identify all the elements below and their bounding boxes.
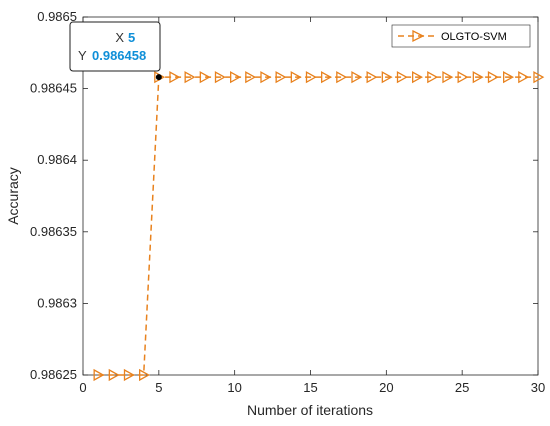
data-point-triangle-icon [518, 71, 530, 84]
data-point-triangle-icon [321, 71, 333, 84]
y-axis: 0.98625 0.9863 0.98635 0.9864 0.98645 0.9865 [30, 9, 538, 382]
data-point-triangle-icon [472, 71, 484, 84]
data-point-triangle-icon [108, 368, 120, 382]
series-line-olgto-svm [98, 76, 538, 376]
data-point-triangle-icon [275, 71, 287, 84]
data-point-triangle-icon [381, 71, 393, 84]
data-point-triangle-icon [93, 368, 105, 382]
data-point-triangle-icon [260, 71, 272, 84]
datatip-x-value: 5 [128, 30, 135, 45]
data-point-triangle-icon [487, 71, 499, 84]
legend-marker-triangle-icon [412, 29, 425, 43]
data-point-triangle-icon [169, 71, 181, 84]
data-point-triangle-icon [366, 71, 378, 84]
data-point-triangle-icon [290, 71, 302, 84]
x-tick-label: 10 [227, 380, 241, 395]
x-tick-label: 5 [155, 380, 162, 395]
data-point-triangle-icon [351, 71, 363, 84]
data-point-triangle-icon [199, 71, 211, 84]
datatip-y-label: Y [78, 48, 87, 63]
y-tick-label: 0.9863 [37, 295, 77, 310]
x-tick-label: 25 [455, 380, 469, 395]
y-tick-label: 0.9865 [37, 9, 77, 24]
y-tick-label: 0.98635 [30, 224, 77, 239]
y-tick-label: 0.98645 [30, 81, 77, 96]
y-tick-label: 0.9864 [37, 152, 77, 167]
legend-entry-olgto-svm: OLGTO-SVM [441, 31, 507, 43]
x-tick-label: 30 [531, 380, 545, 395]
data-point-triangle-icon [245, 71, 257, 84]
x-axis: 0 5 10 15 20 25 30 [79, 17, 545, 395]
data-point-triangle-icon [457, 71, 469, 84]
datatip-y-value: 0.986458 [92, 48, 146, 63]
data-point-triangle-icon [184, 71, 196, 84]
data-point-triangle-icon [139, 368, 151, 382]
datatip[interactable]: X 5 Y 0.986458 [69, 21, 162, 81]
x-tick-label: 0 [79, 380, 86, 395]
data-point-triangle-icon [533, 71, 545, 84]
data-point-triangle-icon [214, 71, 226, 84]
x-axis-title: Number of iterations [247, 402, 373, 418]
data-point-triangle-icon [336, 71, 348, 84]
x-tick-label: 15 [303, 380, 317, 395]
legend[interactable]: OLGTO-SVM [391, 24, 531, 48]
datatip-x-label: X [115, 30, 124, 45]
legend-box [391, 24, 531, 48]
data-point-triangle-icon [230, 71, 242, 84]
data-point-triangle-icon [305, 71, 317, 84]
datatip-anchor-dot [155, 74, 162, 81]
data-point-triangle-icon [123, 368, 135, 382]
data-point-triangle-icon [442, 71, 454, 84]
x-tick-label: 20 [379, 380, 393, 395]
data-point-triangle-icon [503, 71, 515, 84]
data-point-triangle-icon [412, 71, 424, 84]
datatip-box [69, 21, 161, 72]
data-point-triangle-icon [427, 71, 439, 84]
data-point-triangle-icon [396, 71, 408, 84]
y-axis-title: Accuracy [5, 167, 21, 225]
series-markers [93, 71, 545, 382]
y-tick-label: 0.98625 [30, 367, 77, 382]
